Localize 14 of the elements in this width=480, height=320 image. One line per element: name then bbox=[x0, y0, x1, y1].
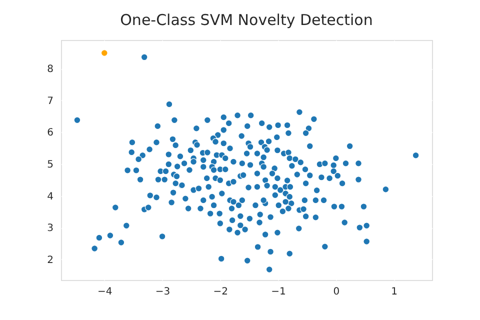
x-tick-label: 0 bbox=[333, 286, 340, 298]
x-tick-label: −4 bbox=[98, 286, 112, 298]
y-tick-label: 3 bbox=[47, 223, 54, 234]
x-tick-label: 1 bbox=[391, 286, 398, 298]
y-tick-label: 6 bbox=[47, 128, 54, 139]
y-tick-label: 8 bbox=[47, 64, 54, 76]
y-tick-label: 4 bbox=[47, 191, 54, 202]
y-tick-label: 7 bbox=[47, 96, 54, 107]
x-tick-label: −1 bbox=[271, 286, 286, 298]
x-tick-label: −2 bbox=[213, 286, 228, 298]
x-tick-label: −3 bbox=[155, 286, 170, 298]
y-tick-label: 2 bbox=[47, 254, 54, 266]
chart-title: One-Class SVM Novelty Detection bbox=[120, 11, 373, 29]
y-tick-label: 5 bbox=[47, 159, 54, 170]
